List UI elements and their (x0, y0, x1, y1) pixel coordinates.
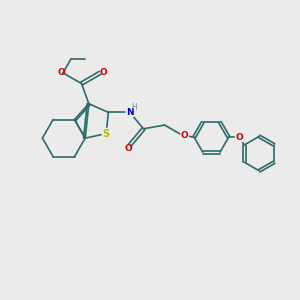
Text: S: S (103, 129, 110, 139)
Text: H: H (131, 103, 137, 112)
Text: O: O (58, 68, 65, 77)
Text: N: N (126, 108, 134, 117)
Text: O: O (100, 68, 107, 77)
Text: O: O (235, 133, 243, 142)
Text: O: O (181, 131, 188, 140)
Text: O: O (124, 144, 132, 153)
